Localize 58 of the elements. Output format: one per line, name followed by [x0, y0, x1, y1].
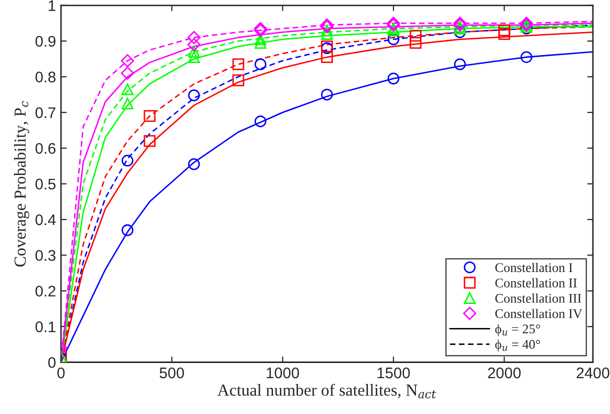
- y-tick-label: 0.2: [36, 286, 56, 297]
- point: [254, 115, 266, 128]
- y-tick-label: 0.1: [36, 321, 56, 332]
- x-tick-label: 1000: [266, 368, 300, 378]
- point: [498, 24, 510, 36]
- legend-label: Constellation I: [495, 262, 572, 272]
- x-tick-label: 1500: [378, 368, 410, 378]
- point: [232, 74, 244, 86]
- y-tick-label: 0.5: [36, 178, 56, 190]
- point: [454, 58, 466, 70]
- point: [120, 54, 134, 68]
- legend-label: Constellation IV: [495, 308, 582, 318]
- y-tick-label: 0.3: [36, 250, 56, 261]
- x-tick-label: 2000: [488, 368, 521, 378]
- point: [388, 72, 400, 84]
- y-tick-label: 0.6: [36, 142, 56, 154]
- point: [144, 110, 156, 122]
- point: [188, 158, 200, 170]
- point: [254, 33, 266, 46]
- point: [122, 98, 134, 110]
- point: [254, 58, 266, 70]
- legend-label: ϕ$_{u}$ = 25°: [495, 324, 540, 336]
- point: [498, 28, 510, 40]
- point: [232, 58, 244, 70]
- point: [321, 24, 333, 36]
- x-axis-title: Actual number of satellites, N$_{act}$: [217, 384, 436, 398]
- x-tick-label: 500: [160, 368, 184, 378]
- point: [187, 38, 201, 52]
- point: [188, 51, 200, 64]
- point: [321, 28, 333, 40]
- point: [520, 51, 532, 64]
- x-tick-label: 0: [57, 368, 65, 378]
- legend-label: ϕ$_{u}$ = 40°: [495, 340, 540, 352]
- point: [454, 26, 466, 38]
- y-tick-label: 0.7: [36, 107, 56, 118]
- point: [122, 83, 134, 96]
- point: [122, 224, 134, 236]
- point: [188, 46, 200, 58]
- y-tick-label: 0: [48, 357, 56, 368]
- point: [388, 33, 400, 46]
- y-tick-label: 0.9: [36, 36, 56, 47]
- point: [188, 89, 200, 102]
- y-tick-label: 1: [48, 0, 56, 11]
- legend-label: Constellation II: [495, 278, 577, 288]
- y-tick-label: 0.8: [36, 72, 56, 82]
- point: [410, 30, 422, 42]
- y-tick-label: 0.4: [36, 214, 56, 226]
- y-axis-title: Coverage Probability, P$_{c}$: [14, 101, 30, 267]
- point: [120, 66, 134, 80]
- point: [144, 135, 156, 147]
- point: [321, 88, 333, 100]
- legend-label: Constellation III: [495, 294, 582, 303]
- point: [187, 30, 201, 44]
- point: [321, 51, 333, 64]
- point: [254, 36, 266, 49]
- point: [122, 154, 134, 167]
- x-tick-label: 2400: [576, 368, 610, 378]
- point: [410, 36, 422, 49]
